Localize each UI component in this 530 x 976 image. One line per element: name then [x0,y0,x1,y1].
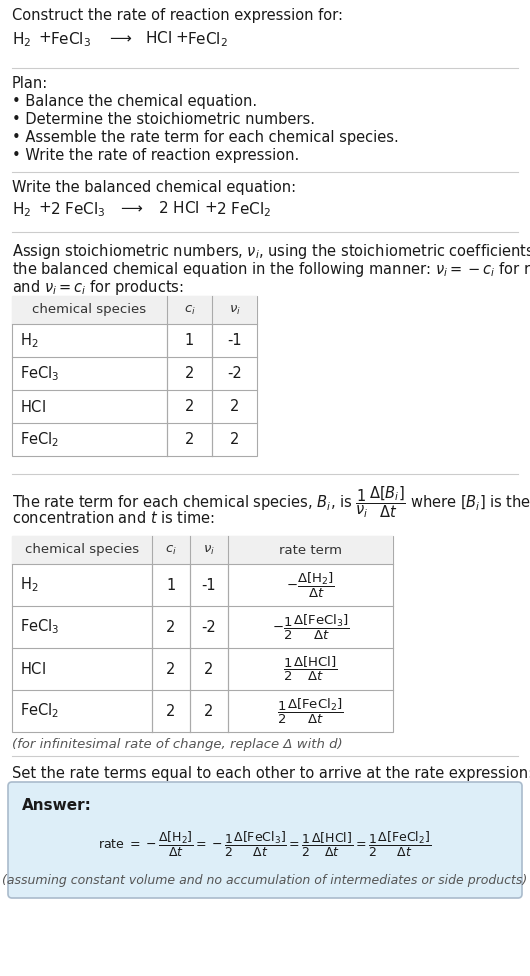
Text: $2\ \mathrm{FeCl_2}$: $2\ \mathrm{FeCl_2}$ [216,200,271,219]
Text: $\mathrm{HCl}$: $\mathrm{HCl}$ [20,398,46,415]
Text: $\mathrm{FeCl_2}$: $\mathrm{FeCl_2}$ [20,430,59,449]
Bar [12,296,257,324]
Bar [12,296,257,456]
Text: $\mathrm{FeCl_2}$: $\mathrm{FeCl_2}$ [20,702,59,720]
Text: 1: 1 [185,333,194,348]
Text: 2: 2 [166,620,175,634]
Text: chemical species: chemical species [25,544,139,556]
Text: • Assemble the rate term for each chemical species.: • Assemble the rate term for each chemic… [12,130,399,145]
Text: $-\dfrac{1}{2}\dfrac{\Delta[\mathrm{FeCl_3}]}{\Delta t}$: $-\dfrac{1}{2}\dfrac{\Delta[\mathrm{FeCl… [272,612,349,641]
Text: $\longrightarrow$: $\longrightarrow$ [107,30,133,45]
Text: • Write the rate of reaction expression.: • Write the rate of reaction expression. [12,148,299,163]
Text: Answer:: Answer: [22,798,92,813]
Text: $2\ \mathrm{HCl}$: $2\ \mathrm{HCl}$ [158,200,200,216]
Text: 2: 2 [204,662,214,676]
Text: $\mathrm{HCl}$: $\mathrm{HCl}$ [20,661,46,677]
Text: $+$: $+$ [175,30,188,45]
Text: $\mathrm{FeCl_3}$: $\mathrm{FeCl_3}$ [20,364,59,383]
Text: 2: 2 [166,704,175,718]
Text: $+$: $+$ [204,200,217,215]
Text: Set the rate terms equal to each other to arrive at the rate expression:: Set the rate terms equal to each other t… [12,766,530,781]
Text: $\nu_i$: $\nu_i$ [203,544,215,556]
Text: $\mathrm{H_2}$: $\mathrm{H_2}$ [20,331,39,349]
Text: $\mathrm{FeCl_3}$: $\mathrm{FeCl_3}$ [50,30,91,49]
Text: (assuming constant volume and no accumulation of intermediates or side products): (assuming constant volume and no accumul… [2,874,528,887]
Text: $c_i$: $c_i$ [183,304,196,316]
Text: 2: 2 [185,399,194,414]
Text: • Balance the chemical equation.: • Balance the chemical equation. [12,94,257,109]
Text: rate term: rate term [279,544,342,556]
FancyBboxPatch shape [8,782,522,898]
Text: $\mathrm{HCl}$: $\mathrm{HCl}$ [145,30,172,46]
Text: $+$: $+$ [38,30,51,45]
Bar [12,536,393,564]
Text: $\nu_i$: $\nu_i$ [228,304,241,316]
Text: rate $= -\dfrac{\Delta[\mathrm{H_2}]}{\Delta t} = -\dfrac{1}{2}\dfrac{\Delta[\ma: rate $= -\dfrac{\Delta[\mathrm{H_2}]}{\D… [99,830,431,859]
Bar [12,536,393,732]
Text: $\mathrm{FeCl_3}$: $\mathrm{FeCl_3}$ [20,618,59,636]
Text: -2: -2 [201,620,216,634]
Text: $\dfrac{1}{2}\dfrac{\Delta[\mathrm{FeCl_2}]}{\Delta t}$: $\dfrac{1}{2}\dfrac{\Delta[\mathrm{FeCl_… [277,697,344,725]
Text: Construct the rate of reaction expression for:: Construct the rate of reaction expressio… [12,8,343,23]
Text: and $\nu_i = c_i$ for products:: and $\nu_i = c_i$ for products: [12,278,184,297]
Text: The rate term for each chemical species, $B_i$, is $\dfrac{1}{\nu_i}\dfrac{\Delt: The rate term for each chemical species,… [12,484,530,519]
Text: concentration and $t$ is time:: concentration and $t$ is time: [12,510,215,526]
Text: 2: 2 [230,432,239,447]
Text: (for infinitesimal rate of change, replace Δ with d): (for infinitesimal rate of change, repla… [12,738,342,751]
Text: $+$: $+$ [38,200,51,215]
Text: $\longrightarrow$: $\longrightarrow$ [118,200,144,215]
Text: Plan:: Plan: [12,76,48,91]
Text: Write the balanced chemical equation:: Write the balanced chemical equation: [12,180,296,195]
Text: -1: -1 [202,578,216,592]
Text: -2: -2 [227,366,242,381]
Text: $-\dfrac{\Delta[\mathrm{H_2}]}{\Delta t}$: $-\dfrac{\Delta[\mathrm{H_2}]}{\Delta t}… [286,570,335,599]
Text: $2\ \mathrm{FeCl_3}$: $2\ \mathrm{FeCl_3}$ [50,200,105,219]
Text: -1: -1 [227,333,242,348]
Text: $\mathrm{FeCl_2}$: $\mathrm{FeCl_2}$ [187,30,228,49]
Text: 2: 2 [185,366,194,381]
Text: chemical species: chemical species [32,304,147,316]
Text: $c_i$: $c_i$ [165,544,177,556]
Text: $\mathrm{H_2}$: $\mathrm{H_2}$ [12,30,31,49]
Text: the balanced chemical equation in the following manner: $\nu_i = -c_i$ for react: the balanced chemical equation in the fo… [12,260,530,279]
Text: 1: 1 [166,578,175,592]
Text: 2: 2 [185,432,194,447]
Text: $\dfrac{1}{2}\dfrac{\Delta[\mathrm{HCl}]}{\Delta t}$: $\dfrac{1}{2}\dfrac{\Delta[\mathrm{HCl}]… [284,655,338,683]
Text: 2: 2 [204,704,214,718]
Text: $\mathrm{H_2}$: $\mathrm{H_2}$ [12,200,31,219]
Text: Assign stoichiometric numbers, $\nu_i$, using the stoichiometric coefficients, $: Assign stoichiometric numbers, $\nu_i$, … [12,242,530,261]
Text: 2: 2 [166,662,175,676]
Text: 2: 2 [230,399,239,414]
Text: $\mathrm{H_2}$: $\mathrm{H_2}$ [20,576,39,594]
Text: • Determine the stoichiometric numbers.: • Determine the stoichiometric numbers. [12,112,315,127]
